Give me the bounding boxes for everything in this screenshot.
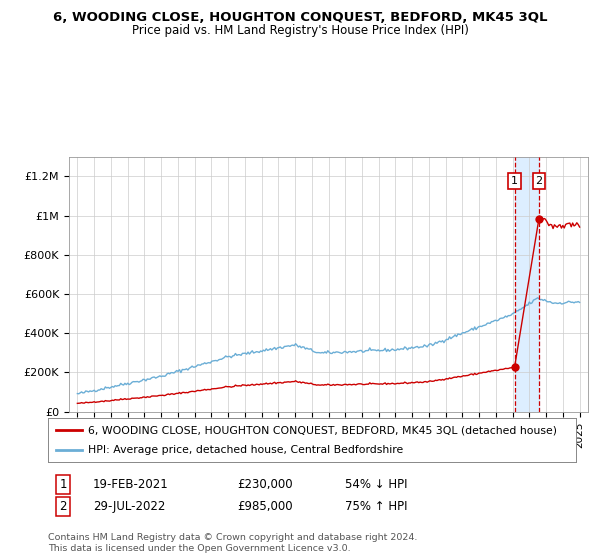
- Text: £230,000: £230,000: [237, 478, 293, 491]
- Text: 1: 1: [59, 478, 67, 491]
- Text: Price paid vs. HM Land Registry's House Price Index (HPI): Price paid vs. HM Land Registry's House …: [131, 24, 469, 36]
- Text: HPI: Average price, detached house, Central Bedfordshire: HPI: Average price, detached house, Cent…: [88, 445, 403, 455]
- Text: 29-JUL-2022: 29-JUL-2022: [93, 500, 166, 514]
- Text: 2: 2: [535, 176, 542, 186]
- Bar: [515, 157, 539, 412]
- Text: 6, WOODING CLOSE, HOUGHTON CONQUEST, BEDFORD, MK45 3QL: 6, WOODING CLOSE, HOUGHTON CONQUEST, BED…: [53, 11, 547, 24]
- Text: 2: 2: [59, 500, 67, 514]
- Text: 75% ↑ HPI: 75% ↑ HPI: [345, 500, 407, 514]
- Text: 54% ↓ HPI: 54% ↓ HPI: [345, 478, 407, 491]
- Text: £985,000: £985,000: [237, 500, 293, 514]
- Text: 1: 1: [511, 176, 518, 186]
- Text: 6, WOODING CLOSE, HOUGHTON CONQUEST, BEDFORD, MK45 3QL (detached house): 6, WOODING CLOSE, HOUGHTON CONQUEST, BED…: [88, 425, 557, 435]
- Text: Contains HM Land Registry data © Crown copyright and database right 2024.
This d: Contains HM Land Registry data © Crown c…: [48, 533, 418, 553]
- Text: 19-FEB-2021: 19-FEB-2021: [93, 478, 169, 491]
